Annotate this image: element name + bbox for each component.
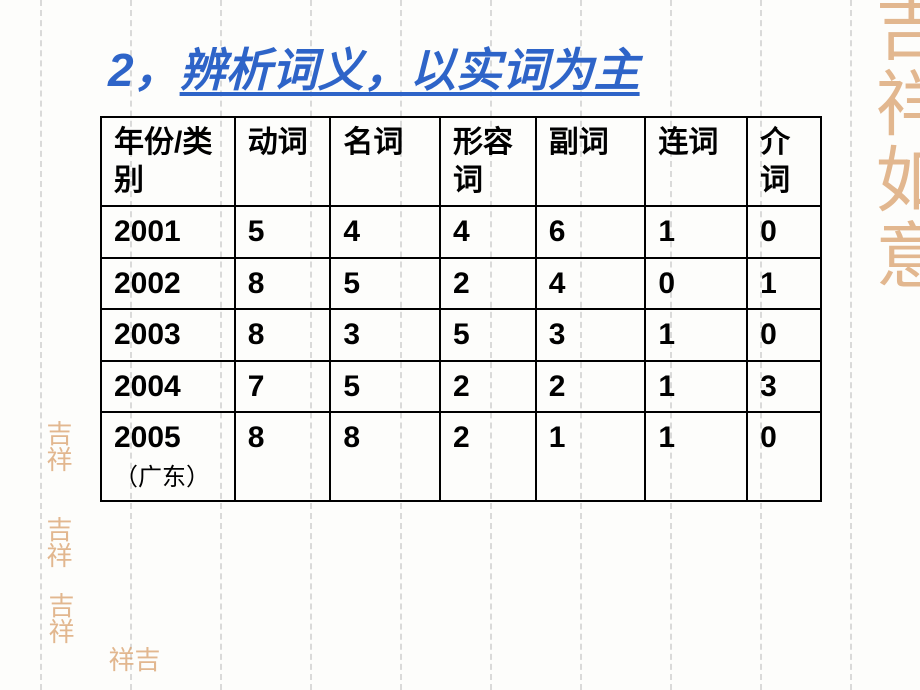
table-cell: 5 xyxy=(440,309,536,361)
table-row-label: 2002 xyxy=(101,258,235,310)
table-cell: 8 xyxy=(235,309,331,361)
table-cell: 2 xyxy=(440,258,536,310)
table-row-label: 2005（广东） xyxy=(101,412,235,501)
table-cell: 3 xyxy=(330,309,440,361)
table-cell: 5 xyxy=(235,206,331,258)
decorative-seal-small: 吉祥 xyxy=(44,420,70,472)
table-cell: 5 xyxy=(330,258,440,310)
table-cell: 8 xyxy=(235,258,331,310)
heading-number: 2 xyxy=(108,44,134,96)
table-cell: 2 xyxy=(536,361,646,413)
table-cell: 0 xyxy=(747,412,821,501)
decorative-seal-small: 吉祥 xyxy=(106,646,158,690)
table-cell: 1 xyxy=(747,258,821,310)
table-header-cell: 形容词 xyxy=(440,117,536,206)
table-header-cell: 年份/类别 xyxy=(101,117,235,206)
table-cell: 4 xyxy=(536,258,646,310)
data-table-container: 年份/类别动词名词形容词副词连词介词2001544610200285240120… xyxy=(100,116,822,502)
table-cell: 1 xyxy=(645,361,747,413)
table-cell: 2 xyxy=(440,361,536,413)
table-cell: 3 xyxy=(747,361,821,413)
table-cell: 4 xyxy=(440,206,536,258)
table-cell: 1 xyxy=(645,309,747,361)
table-row-label: 2004 xyxy=(101,361,235,413)
decorative-seal-small: 吉祥 xyxy=(44,516,70,568)
table-cell: 1 xyxy=(536,412,646,501)
table-header-cell: 连词 xyxy=(645,117,747,206)
table-header-cell: 介词 xyxy=(747,117,821,206)
table-cell: 6 xyxy=(536,206,646,258)
table-cell: 8 xyxy=(235,412,331,501)
decorative-seal-small: 吉祥 xyxy=(46,592,72,644)
table-cell: 7 xyxy=(235,361,331,413)
decorative-seal-large: 吉祥如意 xyxy=(868,0,920,294)
slide-heading: 2，辨析词义，以实词为主 xyxy=(108,34,640,100)
table-header-cell: 副词 xyxy=(536,117,646,206)
table-cell: 3 xyxy=(536,309,646,361)
table-cell: 0 xyxy=(747,206,821,258)
table-cell: 2 xyxy=(440,412,536,501)
table-cell: 4 xyxy=(330,206,440,258)
table-cell: 0 xyxy=(747,309,821,361)
heading-separator: ， xyxy=(134,44,180,96)
table-row-label: 2001 xyxy=(101,206,235,258)
word-type-table: 年份/类别动词名词形容词副词连词介词2001544610200285240120… xyxy=(100,116,822,502)
table-header-cell: 动词 xyxy=(235,117,331,206)
table-cell: 0 xyxy=(645,258,747,310)
heading-text: 辨析词义，以实词为主 xyxy=(180,44,640,96)
table-cell: 5 xyxy=(330,361,440,413)
table-cell: 1 xyxy=(645,412,747,501)
table-row-label: 2003 xyxy=(101,309,235,361)
table-cell: 8 xyxy=(330,412,440,501)
table-cell: 1 xyxy=(645,206,747,258)
table-header-cell: 名词 xyxy=(330,117,440,206)
